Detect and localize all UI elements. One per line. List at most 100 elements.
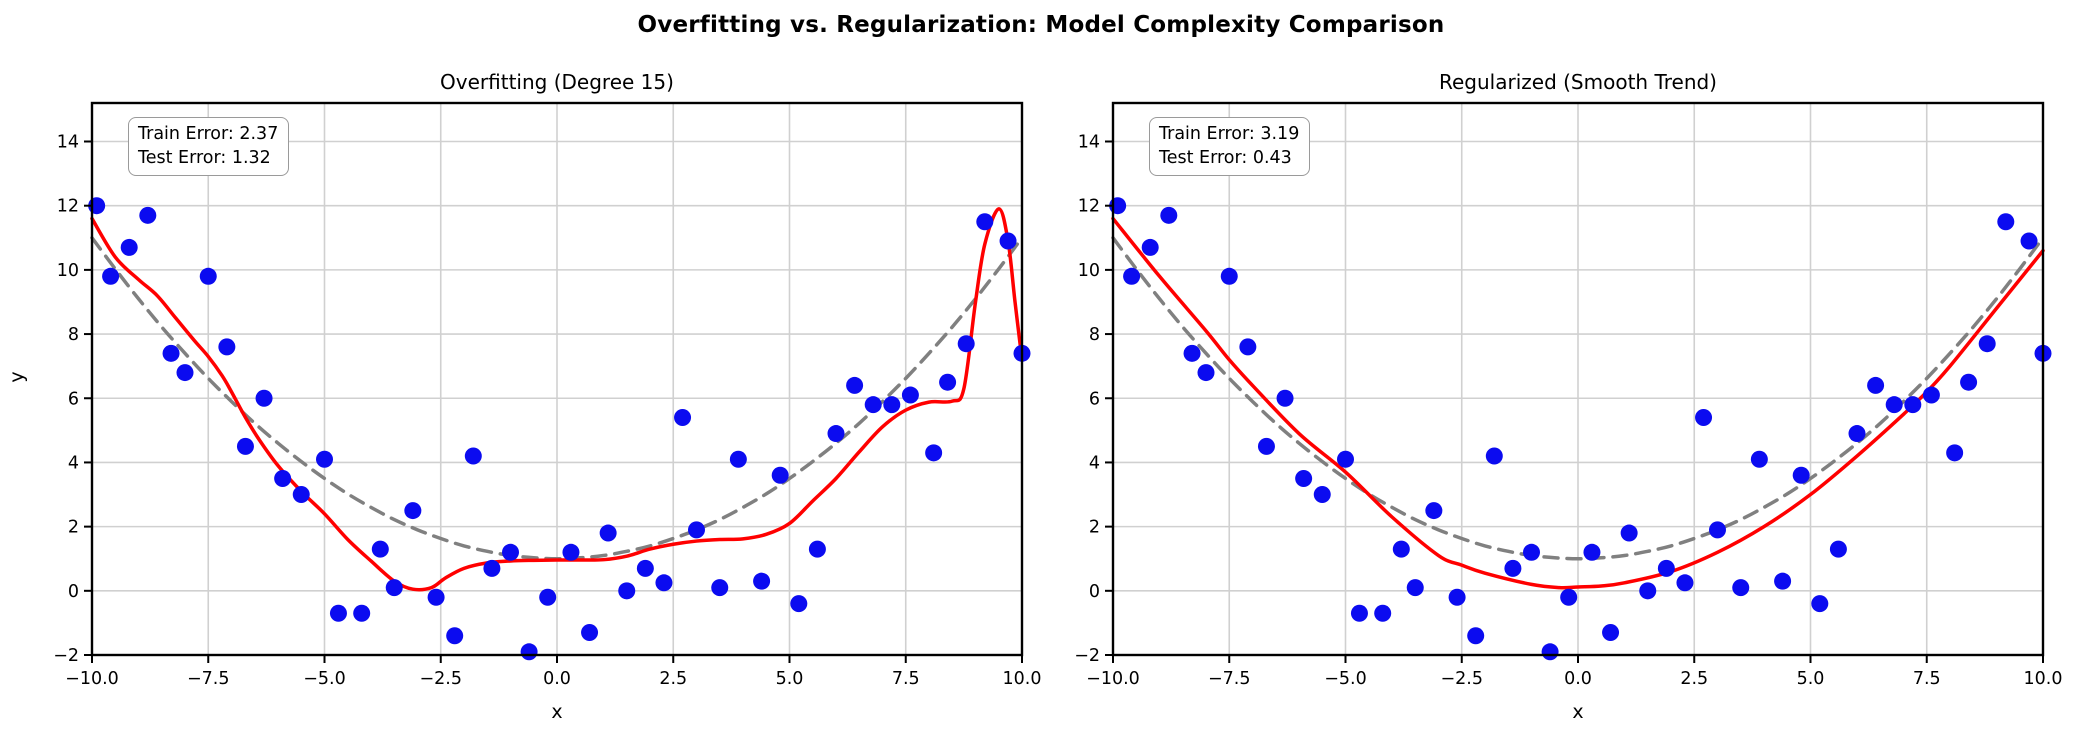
- subplot-title-regularized: Regularized (Smooth Trend): [1439, 70, 1717, 94]
- data-point: [939, 373, 957, 391]
- data-point: [771, 466, 789, 484]
- data-point: [176, 364, 194, 382]
- data-point: [1811, 595, 1829, 613]
- data-point: [1197, 364, 1215, 382]
- data-point: [790, 595, 808, 613]
- x-tick-label: 5.0: [1797, 669, 1825, 689]
- data-point: [1620, 524, 1638, 542]
- data-point: [502, 543, 519, 561]
- data-point: [957, 335, 975, 353]
- x-axis-label-right: x: [1572, 701, 1584, 723]
- x-tick-label: 7.5: [1913, 669, 1941, 689]
- data-point: [636, 559, 654, 577]
- data-point: [1946, 444, 1964, 462]
- y-tick-label: 0: [1089, 582, 1100, 602]
- subplot-right: −10.0 −7.5 −5.0 −2.5 0.0 2.5 5.0 7.5 10.0 −2 0 2 4 6 8…: [1074, 101, 2062, 689]
- data-point: [925, 444, 943, 462]
- error-box-overfitting: Train Error: 2.37 Test Error: 1.32: [128, 117, 290, 177]
- data-point: [827, 425, 845, 443]
- y-tick-label: 10: [1078, 261, 1100, 281]
- data-point: [1829, 540, 1847, 558]
- y-tick-label: 8: [68, 325, 79, 345]
- x-tick-label: 0.0: [543, 669, 571, 689]
- y-tick-label: −2: [53, 646, 79, 666]
- x-tick-label: 2.5: [659, 669, 687, 689]
- error-box-regularized: Train Error: 3.19 Test Error: 0.43: [1149, 117, 1311, 177]
- y-tick-label: 4: [1089, 453, 1100, 473]
- data-point: [1774, 572, 1792, 590]
- data-point: [316, 450, 333, 468]
- data-point: [729, 450, 747, 468]
- data-point: [1885, 396, 1903, 414]
- data-point: [1922, 386, 1940, 404]
- data-point: [562, 543, 580, 561]
- data-point: [385, 579, 403, 597]
- data-point: [218, 338, 236, 356]
- data-point: [1904, 396, 1922, 414]
- data-point: [1448, 588, 1466, 606]
- train-error-text: Train Error: 3.19: [1159, 124, 1300, 144]
- x-tick-label: −2.5: [1441, 669, 1484, 689]
- data-point: [808, 540, 826, 558]
- data-point: [427, 588, 445, 606]
- scatter-points: [88, 197, 1031, 661]
- data-point: [1504, 559, 1522, 577]
- data-point: [688, 521, 705, 539]
- subplot-left: −10.0 −7.5 −5.0 −2.5 0.0 2.5 5.0 7.5 10.0 −2 0 2 4 6 8…: [53, 101, 1041, 689]
- data-point: [883, 396, 901, 414]
- test-error-text: Test Error: 1.32: [138, 148, 271, 169]
- data-point: [162, 344, 180, 362]
- data-point: [1295, 469, 1313, 487]
- data-point: [1350, 604, 1368, 622]
- data-point: [753, 572, 771, 590]
- x-tick-label: 5.0: [776, 669, 804, 689]
- x-tick-label: −5.0: [303, 669, 346, 689]
- data-point: [236, 437, 254, 455]
- y-tick-label: 6: [1089, 389, 1100, 409]
- data-point: [1467, 627, 1485, 645]
- data-point: [1541, 643, 1559, 661]
- data-point: [1848, 425, 1866, 443]
- data-point: [1392, 540, 1410, 558]
- data-point: [1123, 267, 1141, 285]
- data-point: [483, 559, 501, 577]
- data-point: [1485, 447, 1503, 465]
- data-point: [1523, 543, 1540, 561]
- data-point: [1425, 502, 1443, 520]
- data-point: [1732, 579, 1750, 597]
- y-tick-label: 14: [1078, 133, 1100, 153]
- data-point: [599, 524, 617, 542]
- y-tick-label: 14: [57, 133, 79, 153]
- y-tick-label: 12: [1078, 197, 1100, 217]
- data-point: [1639, 582, 1657, 600]
- overfit-curve-line: [90, 207, 1024, 592]
- data-point: [864, 396, 882, 414]
- data-point: [255, 389, 273, 407]
- tick-labels: −10.0 −7.5 −5.0 −2.5 0.0 2.5 5.0 7.5 10.0 −2 0 2 4 6 8…: [1074, 133, 2062, 689]
- y-tick-label: 12: [57, 197, 79, 217]
- data-point: [1709, 521, 1726, 539]
- data-point: [1406, 579, 1424, 597]
- x-tick-label: −7.5: [187, 669, 230, 689]
- data-point: [199, 267, 217, 285]
- data-point: [999, 232, 1017, 250]
- data-point: [139, 206, 157, 224]
- y-tick-label: 8: [1089, 325, 1100, 345]
- data-point: [404, 502, 422, 520]
- data-point: [1374, 604, 1392, 622]
- y-tick-label: 0: [68, 582, 79, 602]
- data-point: [1750, 450, 1768, 468]
- ridge-curve-line: [1111, 216, 2045, 590]
- x-tick-label: 0.0: [1564, 669, 1592, 689]
- data-point: [1337, 450, 1354, 468]
- data-point: [102, 267, 120, 285]
- tick-marks: [1105, 140, 2044, 663]
- data-point: [1560, 588, 1578, 606]
- data-point: [520, 643, 538, 661]
- data-point: [1978, 335, 1996, 353]
- data-point: [1257, 437, 1275, 455]
- x-tick-label: −5.0: [1324, 669, 1367, 689]
- data-point: [711, 579, 729, 597]
